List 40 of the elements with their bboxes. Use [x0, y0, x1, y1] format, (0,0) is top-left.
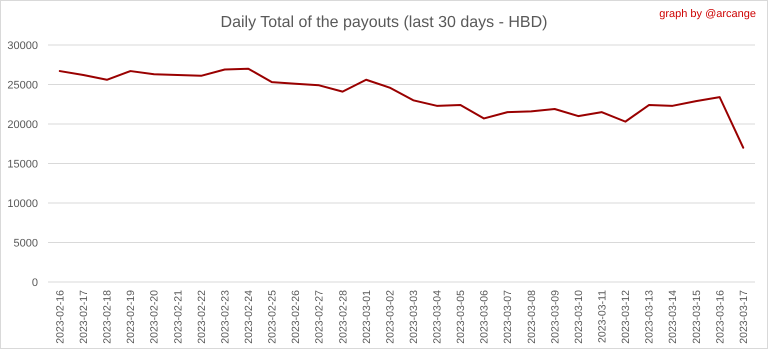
x-tick-label: 2023-03-04 [432, 290, 444, 344]
x-tick-label: 2023-03-07 [502, 290, 514, 344]
y-tick-label: 0 [32, 276, 38, 289]
y-tick-label: 20000 [7, 118, 38, 131]
x-tick-label: 2023-02-22 [196, 290, 208, 344]
y-tick-label: 10000 [7, 198, 38, 210]
x-tick-label: 2023-03-15 [690, 290, 703, 344]
x-tick-label: 2023-03-01 [360, 290, 373, 344]
y-tick-label: 5000 [14, 237, 38, 250]
x-tick-label: 2023-02-26 [290, 290, 302, 344]
x-tick-label: 2023-03-05 [455, 290, 468, 344]
x-tick-label: 2023-02-20 [148, 290, 161, 344]
line-series [58, 68, 744, 149]
x-tick-label: 2023-02-28 [337, 290, 350, 344]
y-tick-label: 30000 [7, 40, 38, 52]
y-tick-label: 15000 [7, 158, 38, 170]
x-tick-label: 2023-03-12 [620, 290, 632, 344]
x-tick-label: 2023-03-16 [714, 290, 726, 344]
x-tick-label: 2023-03-08 [526, 290, 538, 344]
x-tick-label: 2023-03-03 [408, 290, 420, 344]
x-tick-label: 2023-03-11 [596, 290, 608, 343]
x-tick-label: 2023-03-17 [738, 290, 750, 344]
chart-title: Daily Total of the payouts (last 30 days - HBD) [220, 14, 548, 31]
x-tick-label: 2023-03-02 [384, 290, 396, 344]
x-tick-label: 2023-03-14 [667, 290, 680, 344]
x-tick-label: 2023-02-17 [78, 290, 90, 344]
x-tick-label: 2023-02-24 [242, 290, 255, 344]
x-tick-label: 2023-03-09 [549, 290, 562, 344]
x-tick-label: 2023-02-27 [314, 290, 326, 344]
x-tick-label: 2023-02-25 [266, 290, 279, 344]
x-tick-label: 2023-02-21 [172, 290, 184, 344]
x-tick-label: 2023-03-06 [478, 290, 491, 344]
text: graph by @arcange [659, 8, 756, 20]
x-tick-label: 2023-03-10 [572, 290, 585, 344]
x-tick-label: 2023-02-16 [54, 290, 66, 344]
y-tick-label: 25000 [7, 79, 38, 92]
x-tick-label: 2023-02-19 [125, 290, 138, 344]
x-tick-label: 2023-02-18 [102, 290, 114, 344]
x-tick-label: 2023-03-13 [644, 290, 656, 344]
x-tick-label: 2023-02-23 [219, 290, 232, 344]
